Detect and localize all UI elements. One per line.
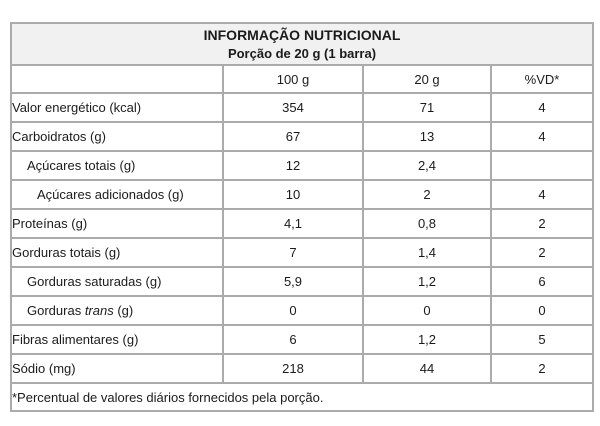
- table-row: Sódio (mg) 218 44 2: [10, 353, 595, 384]
- value-vd: 4: [489, 121, 595, 152]
- table-title: INFORMAÇÃO NUTRICIONAL: [203, 26, 401, 43]
- value-100g: 4,1: [222, 208, 364, 239]
- value-vd: 4: [489, 92, 595, 123]
- table-row: Açúcares totais (g) 12 2,4: [10, 150, 595, 181]
- nutrient-label: Carboidratos (g): [10, 121, 224, 152]
- nutrition-table: INFORMAÇÃO NUTRICIONAL Porção de 20 g (1…: [9, 22, 595, 412]
- value-vd: 2: [489, 237, 595, 268]
- value-vd: 0: [489, 295, 595, 326]
- nutrient-label: Gorduras saturadas (g): [10, 266, 224, 297]
- value-vd: 6: [489, 266, 595, 297]
- value-100g: 218: [222, 353, 364, 384]
- value-20g: 2: [362, 179, 492, 210]
- nutrient-label: Fibras alimentares (g): [10, 324, 224, 355]
- value-20g: 0,8: [362, 208, 492, 239]
- footnote-row: *Percentual de valores diários fornecido…: [9, 382, 595, 412]
- column-header-vd: %VD*: [489, 64, 595, 94]
- value-vd: [489, 150, 595, 181]
- value-100g: 0: [222, 295, 364, 326]
- value-vd: 2: [489, 353, 595, 384]
- footnote-text: *Percentual de valores diários fornecido…: [9, 382, 595, 412]
- nutrient-label: Valor energético (kcal): [10, 92, 224, 123]
- table-row: Proteínas (g) 4,1 0,8 2: [10, 208, 595, 239]
- column-header-100g: 100 g: [222, 64, 364, 94]
- value-100g: 354: [222, 92, 364, 123]
- value-20g: 2,4: [362, 150, 492, 181]
- nutrient-label: Gorduras trans (g): [10, 295, 224, 326]
- column-header-20g: 20 g: [362, 64, 492, 94]
- title-row: INFORMAÇÃO NUTRICIONAL Porção de 20 g (1…: [9, 22, 595, 66]
- nutrient-label: Açúcares adicionados (g): [10, 179, 224, 210]
- table-row: Gorduras totais (g) 7 1,4 2: [10, 237, 595, 268]
- value-100g: 6: [222, 324, 364, 355]
- value-100g: 5,9: [222, 266, 364, 297]
- value-20g: 71: [362, 92, 492, 123]
- value-100g: 7: [222, 237, 364, 268]
- table-row: Fibras alimentares (g) 6 1,2 5: [10, 324, 595, 355]
- table-row: Açúcares adicionados (g) 10 2 4: [10, 179, 595, 210]
- value-20g: 1,2: [362, 266, 492, 297]
- table-header: INFORMAÇÃO NUTRICIONAL Porção de 20 g (1…: [9, 22, 595, 66]
- value-100g: 10: [222, 179, 364, 210]
- value-vd: 5: [489, 324, 595, 355]
- value-20g: 0: [362, 295, 492, 326]
- table-row: Valor energético (kcal) 354 71 4: [10, 92, 595, 123]
- nutrient-label: Proteínas (g): [10, 208, 224, 239]
- table-row: Gorduras saturadas (g) 5,9 1,2 6: [10, 266, 595, 297]
- value-20g: 13: [362, 121, 492, 152]
- value-20g: 1,2: [362, 324, 492, 355]
- value-20g: 1,4: [362, 237, 492, 268]
- table-row: Carboidratos (g) 67 13 4: [10, 121, 595, 152]
- value-100g: 67: [222, 121, 364, 152]
- value-100g: 12: [222, 150, 364, 181]
- nutrient-label: Gorduras totais (g): [10, 237, 224, 268]
- nutrient-label: Sódio (mg): [10, 353, 224, 384]
- value-vd: 4: [489, 179, 595, 210]
- nutrient-label: Açúcares totais (g): [10, 150, 224, 181]
- table-row: Gorduras trans (g) 0 0 0: [10, 295, 595, 326]
- column-header-row: 100 g 20 g %VD*: [10, 64, 595, 94]
- value-20g: 44: [362, 353, 492, 384]
- table-subtitle: Porção de 20 g (1 barra): [227, 45, 377, 61]
- column-header-blank: [10, 64, 224, 94]
- value-vd: 2: [489, 208, 595, 239]
